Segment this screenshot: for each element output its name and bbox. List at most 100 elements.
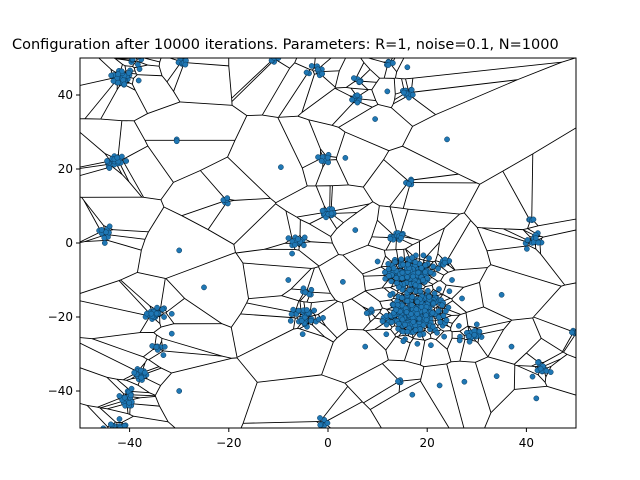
voronoi-edge [242, 262, 312, 269]
voronoi-edge [375, 100, 379, 105]
scatter-point [444, 136, 450, 143]
voronoi-edge [131, 78, 134, 85]
voronoi-edge [116, 165, 123, 175]
scatter-point [121, 394, 128, 401]
scatter-point [292, 241, 298, 248]
voronoi-edge [393, 292, 399, 298]
scatter-point [295, 307, 302, 314]
voronoi-edge [390, 329, 396, 335]
voronoi-edge [546, 385, 576, 396]
voronoi-edge [400, 209, 409, 234]
scatter-point [473, 321, 480, 328]
voronoi-edge [470, 220, 478, 228]
voronoi-edge [314, 266, 319, 269]
scatter-point [387, 235, 394, 242]
voronoi-edge [289, 62, 296, 69]
voronoi-edge [231, 59, 274, 99]
scatter-point [382, 269, 388, 276]
voronoi-edge [332, 184, 349, 187]
scatter-point [466, 333, 472, 339]
voronoi-edge [87, 404, 98, 408]
scatter-point [412, 282, 419, 289]
voronoi-edge [132, 66, 135, 69]
scatter-point [103, 229, 109, 236]
voronoi-edge [517, 365, 532, 367]
voronoi-edge [367, 244, 385, 251]
voronoi-edge [306, 301, 312, 304]
voronoi-edge [347, 386, 363, 403]
voronoi-edge [394, 71, 398, 79]
voronoi-edge [126, 378, 132, 381]
scatter-point [409, 294, 416, 300]
voronoi-edge [433, 316, 436, 320]
voronoi-edge [388, 359, 405, 362]
voronoi-edge [311, 67, 315, 71]
scatter-point [168, 310, 175, 317]
scatter-point [436, 286, 442, 292]
scatter-point [135, 77, 142, 84]
voronoi-edge [335, 87, 347, 89]
scatter-point [422, 262, 429, 269]
voronoi-edge [389, 206, 398, 235]
scatter-point [459, 295, 465, 302]
voronoi-edge [395, 239, 397, 250]
voronoi-edge [300, 219, 310, 225]
scatter-point [385, 260, 392, 267]
voronoi-edge [385, 255, 392, 262]
voronoi-edge [532, 317, 542, 339]
voronoi-edge [401, 267, 404, 269]
scatter-point [406, 287, 413, 293]
voronoi-edge [134, 70, 137, 75]
voronoi-edge [479, 282, 484, 308]
voronoi-edge [388, 145, 403, 152]
voronoi-edge [502, 153, 534, 172]
scatter-point [383, 331, 390, 338]
voronoi-edge [511, 317, 533, 321]
voronoi-edge [434, 261, 438, 266]
voronoi-edge [429, 334, 432, 339]
voronoi-edge [431, 277, 439, 282]
voronoi-edge [336, 329, 348, 339]
scatter-point [354, 92, 361, 99]
voronoi-edge [310, 291, 331, 294]
voronoi-edge [277, 117, 303, 169]
voronoi-edge [435, 79, 518, 116]
voronoi-edge [459, 330, 465, 336]
scatter-point [493, 373, 500, 380]
voronoi-edge [423, 291, 426, 294]
voronoi-edge [379, 301, 383, 309]
voronoi-edge [424, 337, 432, 341]
voronoi-edge [299, 235, 302, 238]
voronoi-edge [98, 58, 112, 70]
voronoi-edge [393, 95, 408, 105]
voronoi-edge [137, 74, 163, 77]
scatter-point [530, 216, 537, 223]
voronoi-edge [246, 302, 294, 313]
voronoi-edge [302, 158, 321, 169]
voronoi-edge [0, 431, 107, 447]
voronoi-edge [379, 299, 392, 302]
voronoi-edge [240, 302, 248, 315]
scatter-point [107, 421, 114, 428]
voronoi-edge [392, 99, 396, 105]
voronoi-edge [363, 62, 371, 70]
voronoi-edge [396, 58, 405, 72]
voronoi-edge [394, 94, 396, 100]
voronoi-edge [246, 114, 263, 117]
voronoi-edge [308, 119, 333, 126]
scatter-point [104, 158, 110, 164]
voronoi-edge [309, 314, 316, 317]
voronoi-edge [181, 200, 225, 217]
voronoi-edge [448, 326, 451, 328]
voronoi-edge [502, 170, 531, 221]
voronoi-edge [441, 319, 444, 321]
voronoi-edge [285, 210, 293, 239]
voronoi-edge [368, 201, 374, 205]
voronoi-edge [321, 0, 328, 1]
voronoi-edge [86, 405, 108, 428]
voronoi-edge [261, 67, 291, 116]
voronoi-edge [122, 63, 126, 67]
scatter-point [161, 343, 168, 350]
scatter-point [138, 374, 145, 381]
voronoi-edge [350, 87, 368, 90]
